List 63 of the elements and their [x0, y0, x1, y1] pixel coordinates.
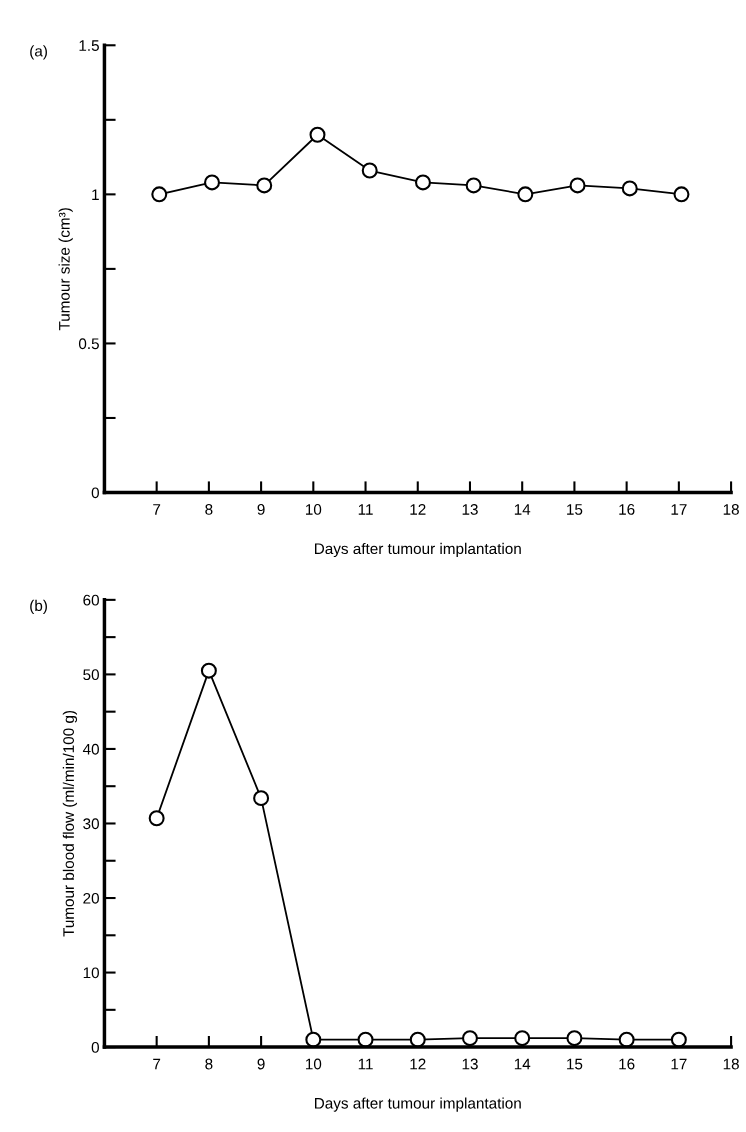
y-tick-label: 0.5 [78, 338, 99, 350]
y-tick-label: 60 [83, 594, 99, 606]
point [253, 790, 270, 807]
point [621, 180, 638, 197]
y-tick-label: 1 [92, 189, 99, 200]
x-tick-label: 13 [462, 504, 478, 515]
y-tick-label: 40 [82, 743, 99, 755]
y-tick-label: 1.5 [79, 40, 99, 51]
x-tick-label: 15 [567, 504, 583, 515]
point [465, 177, 482, 194]
x-tick-label: 9 [257, 504, 265, 515]
point [361, 162, 378, 179]
x-tick-label: 14 [514, 504, 531, 515]
x-tick-label: 12 [410, 1058, 426, 1070]
y-axis-title: Tumour blood flow (ml/min/100 g) [62, 710, 78, 937]
x-tick-label: 12 [410, 504, 426, 515]
point [256, 177, 273, 194]
point [673, 186, 690, 203]
point [357, 1031, 374, 1048]
point [569, 177, 586, 194]
y-tick-label: 0 [91, 487, 99, 499]
x-tick-label: 11 [358, 504, 373, 515]
point [566, 1030, 583, 1047]
x-tick-label: 8 [205, 1058, 213, 1070]
x-tick-label: 17 [671, 504, 687, 515]
y-tick-label: 20 [83, 892, 99, 904]
point [670, 1031, 687, 1048]
x-tick-label: 11 [358, 1058, 373, 1070]
point [462, 1030, 478, 1047]
x-tick-label: 10 [305, 504, 322, 515]
text: (b) [30, 599, 47, 615]
x-tick-label: 15 [567, 1058, 583, 1070]
x-tick-label: 14 [514, 1058, 531, 1070]
y-axis-title: Tumour size (cm³) [58, 208, 73, 331]
x-tick-label: 13 [462, 1058, 478, 1070]
point [618, 1031, 635, 1048]
x-tick-label: 16 [619, 1058, 635, 1070]
y-tick-label: 0 [91, 1041, 99, 1053]
x-tick-label: 17 [671, 1058, 687, 1070]
text: (a) [30, 45, 47, 60]
x-tick-label: 18 [723, 504, 739, 515]
point [517, 186, 534, 203]
point [309, 126, 326, 143]
point [305, 1031, 322, 1048]
x-tick-label: 10 [305, 1058, 322, 1070]
point [148, 810, 165, 827]
point [514, 1030, 531, 1047]
y-tick-label: 50 [83, 669, 99, 681]
point [151, 186, 168, 203]
x-tick-label: 7 [153, 504, 161, 515]
x-tick-label: 8 [205, 504, 213, 515]
x-tick-label: 16 [619, 504, 635, 515]
y-tick-label: 10 [83, 967, 99, 979]
x-axis-title: Days after tumour implantation [315, 542, 521, 558]
x-tick-label: 9 [257, 1058, 265, 1070]
y-tick-label: 30 [83, 818, 99, 830]
x-tick-label: 7 [153, 1058, 161, 1070]
point [415, 174, 431, 191]
x-tick-label: 18 [723, 1058, 739, 1070]
point [200, 662, 217, 679]
point [204, 174, 220, 191]
x-axis-title: Days after tumour implantation [315, 1097, 521, 1112]
point [409, 1031, 426, 1048]
